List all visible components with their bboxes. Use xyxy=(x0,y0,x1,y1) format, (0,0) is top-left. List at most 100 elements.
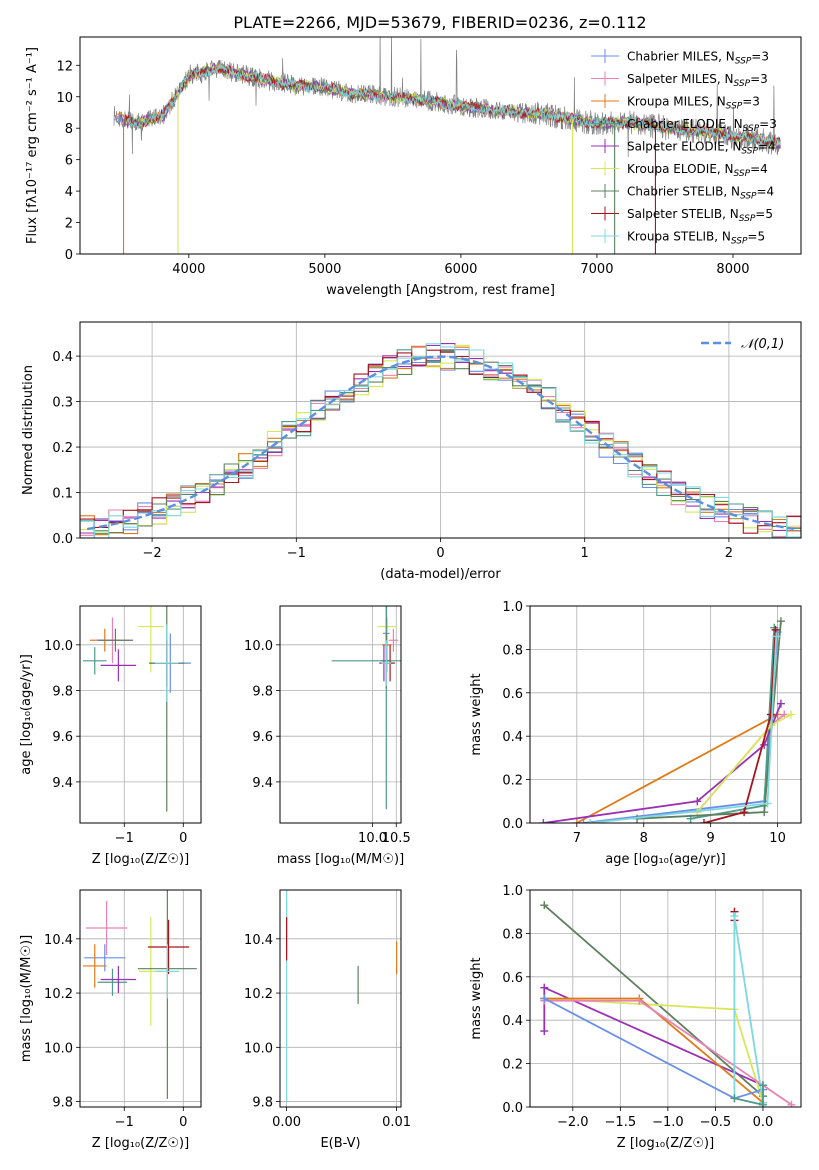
weight-age-frame xyxy=(529,605,802,824)
mass-ebv-xlabel: E(B-V) xyxy=(320,1136,360,1151)
age-mass-xtick-label-0: 10.0 xyxy=(358,831,387,846)
spectrum-legend-label-1: Salpeter MILES, NSSP=3 xyxy=(627,72,768,89)
spectrum-legend-nssp-prefix-5: , N xyxy=(717,162,734,176)
spectrum-legend-nssp-prefix-4: , N xyxy=(725,140,742,154)
age-mass-ytick-label-2: 9.8 xyxy=(252,685,273,700)
spectrum-legend-label-5: Kroupa ELODIE, NSSP=4 xyxy=(627,162,768,179)
spectrum-legend-nssp-sub-1: SSP xyxy=(734,79,751,89)
residuals-ytick-label-4: 0.4 xyxy=(52,350,73,365)
weight-age-ytick-label-3: 0.6 xyxy=(502,687,523,702)
mass-metallicity-ytick-label-1: 10.0 xyxy=(44,1041,73,1056)
weight-metallicity-marker-8-0 xyxy=(730,1094,739,1103)
spectrum-legend-nssp-sub-0: SSP xyxy=(735,57,752,67)
weight-metallicity-marker-1-1 xyxy=(540,983,549,992)
weight-metallicity-marker-0-0 xyxy=(540,901,549,910)
weight-age-xlabel: age [log₁₀(age/yr)] xyxy=(605,852,726,867)
spectrum-ytick-label-1: 2 xyxy=(65,217,73,232)
age-metallicity-panel: −1 0 9.4 9.6 9.8 10.0 Z [log₁₀(Z/Z☉)] age [log₁… xyxy=(19,605,202,867)
weight-age-marker-7-1 xyxy=(740,808,749,817)
spectrum-ylabel: Flux [fλ10⁻¹⁷ erg cm⁻² s⁻¹ A⁻¹] xyxy=(25,47,40,244)
mass-metallicity-panel: −1 0 9.8 10.0 10.2 10.4 Z [log₁₀(Z/Z☉)] mass [l… xyxy=(19,889,202,1151)
spectrum-legend-label-0: Chabrier MILES, NSSP=3 xyxy=(627,50,769,67)
age-metallicity-ylabel: age [log₁₀(age/yr)] xyxy=(19,654,34,775)
spectrum-legend-model-0: Chabrier MILES xyxy=(627,50,718,64)
spectrum-legend-nssp-sub-6: SSP xyxy=(740,192,757,202)
weight-age-marker-8-1 xyxy=(763,799,772,808)
spectrum-legend-nssp-prefix-3: , N xyxy=(726,117,743,131)
spectrum-ytick-label-2: 4 xyxy=(65,185,73,200)
weight-age-series-0 xyxy=(576,713,779,823)
residuals-ytick-label-2: 0.2 xyxy=(52,441,73,456)
mass-ebv-xtick-label-1: 0.01 xyxy=(382,1115,411,1130)
spectrum-legend-nssp-value-0: =3 xyxy=(751,50,769,64)
weight-age-marker-6-1 xyxy=(760,808,769,817)
spectrum-legend-nssp-sub-4: SSP xyxy=(741,147,758,157)
weight-metallicity-xtick-label-0: −2.0 xyxy=(557,1115,589,1130)
mass-metallicity-ytick-label-2: 10.2 xyxy=(44,987,73,1002)
age-metallicity-ytick-label-2: 9.8 xyxy=(52,685,73,700)
spectrum-legend-model-4: Salpeter ELODIE xyxy=(627,140,725,154)
weight-age-marks xyxy=(539,617,795,823)
weight-metallicity-series-2 xyxy=(544,997,764,1103)
plots-layer: 4000 5000 6000 7000 8000024681012wavelength … xyxy=(19,36,802,1151)
spectrum-legend-nssp-value-2: =3 xyxy=(742,95,760,109)
weight-metallicity-ytick-label-0: 0.0 xyxy=(502,1101,523,1116)
mass-ebv-xtick-label-0: 0.00 xyxy=(272,1115,301,1130)
spectrum-legend-nssp-sub-8: SSP xyxy=(731,237,748,247)
residuals-ytick-label-1: 0.1 xyxy=(52,487,73,502)
weight-metallicity-marker-8-2 xyxy=(758,1081,767,1090)
weight-metallicity-marker-8-1 xyxy=(758,1100,767,1107)
spectrum-legend-nssp-value-1: =3 xyxy=(750,72,768,86)
age-mass-marks xyxy=(331,606,401,810)
weight-age-ytick-label-2: 0.4 xyxy=(502,730,523,745)
weight-age-marker-6-2 xyxy=(776,617,785,626)
mass-metallicity-marks xyxy=(82,890,197,1099)
residuals-xtick-label-4: 2 xyxy=(725,546,733,561)
weight-metallicity-ytick-label-3: 0.6 xyxy=(502,971,523,986)
spectrum-legend-model-5: Kroupa ELODIE xyxy=(627,162,717,176)
mass-ebv-ytick-label-0: 9.8 xyxy=(252,1096,273,1111)
weight-metallicity-panel: −2.0 −1.5 −1.0 −0.5 0.0 0.0 0.2 0.4 0.6 0.8 1.0 Z [… xyxy=(469,884,802,1151)
spectrum-ytick-label-0: 0 xyxy=(65,248,73,263)
residuals-ylabel: Normed distribution xyxy=(21,365,36,495)
weight-age-marker-5-2 xyxy=(786,710,795,719)
spectrum-xtick-label-0: 4000 xyxy=(172,262,205,277)
age-metallicity-xtick-label-1: 0 xyxy=(179,831,187,846)
weight-age-marker-4-1 xyxy=(693,797,702,806)
spectrum-ytick-label-3: 6 xyxy=(65,154,73,169)
spectrum-legend-nssp-value-6: =4 xyxy=(757,185,775,199)
weight-metallicity-xtick-label-2: −1.0 xyxy=(652,1115,684,1130)
spectrum-legend-nssp-prefix-7: , N xyxy=(722,207,739,221)
age-mass-ytick-label-3: 10.0 xyxy=(244,639,273,654)
spectrum-legend-model-8: Kroupa STELIB xyxy=(627,230,714,244)
spectrum-legend-label-3: Chabrier ELODIE, NSSP=3 xyxy=(627,117,777,134)
residuals-marks xyxy=(80,343,801,538)
weight-age-xtick-label-2: 9 xyxy=(707,831,715,846)
residuals-ytick-label-3: 0.3 xyxy=(52,396,73,411)
age-mass-xlabel: mass [log₁₀(M/M☉)] xyxy=(277,852,404,867)
weight-age-xtick-label-3: 10 xyxy=(769,831,786,846)
spectrum-legend-nssp-prefix-1: , N xyxy=(717,72,734,86)
spectrum-legend-nssp-prefix-8: , N xyxy=(714,230,731,244)
residuals-xtick-label-3: 1 xyxy=(581,546,589,561)
mass-metallicity-frame xyxy=(79,889,202,1108)
weight-age-xtick-label-0: 7 xyxy=(573,831,581,846)
spectrum-legend-nssp-prefix-6: , N xyxy=(723,185,740,199)
age-metallicity-ytick-label-3: 10.0 xyxy=(44,639,73,654)
weight-age-series-5 xyxy=(696,713,792,813)
weight-age-ytick-label-0: 0.0 xyxy=(502,817,523,832)
spectrum-xtick-label-1: 5000 xyxy=(308,262,341,277)
mass-ebv-ytick-label-2: 10.2 xyxy=(244,987,273,1002)
residuals-panel: −2 −1 0 1 2 0.0 0.1 0.2 0.3 0.4 (data-model)/error… xyxy=(21,321,802,582)
residuals-xlabel: (data-model)/error xyxy=(380,567,501,582)
spectrum-xtick-label-4: 8000 xyxy=(716,262,749,277)
weight-age-marker-8-0 xyxy=(586,819,595,823)
weight-metallicity-marker-5-0 xyxy=(540,994,549,1003)
mass-ebv-panel: 0.00 0.01 9.8 10.0 10.2 10.4 E(B-V) xyxy=(244,889,411,1151)
spectrum-legend-nssp-value-4: =4 xyxy=(758,140,776,154)
weight-age-series-7 xyxy=(703,629,777,823)
spectrum-legend-nssp-sub-5: SSP xyxy=(734,169,751,179)
weight-metallicity-series-0 xyxy=(543,904,764,1097)
weight-metallicity-ytick-label-4: 0.8 xyxy=(502,927,523,942)
mass-ebv-ytick-label-3: 10.4 xyxy=(244,933,273,948)
